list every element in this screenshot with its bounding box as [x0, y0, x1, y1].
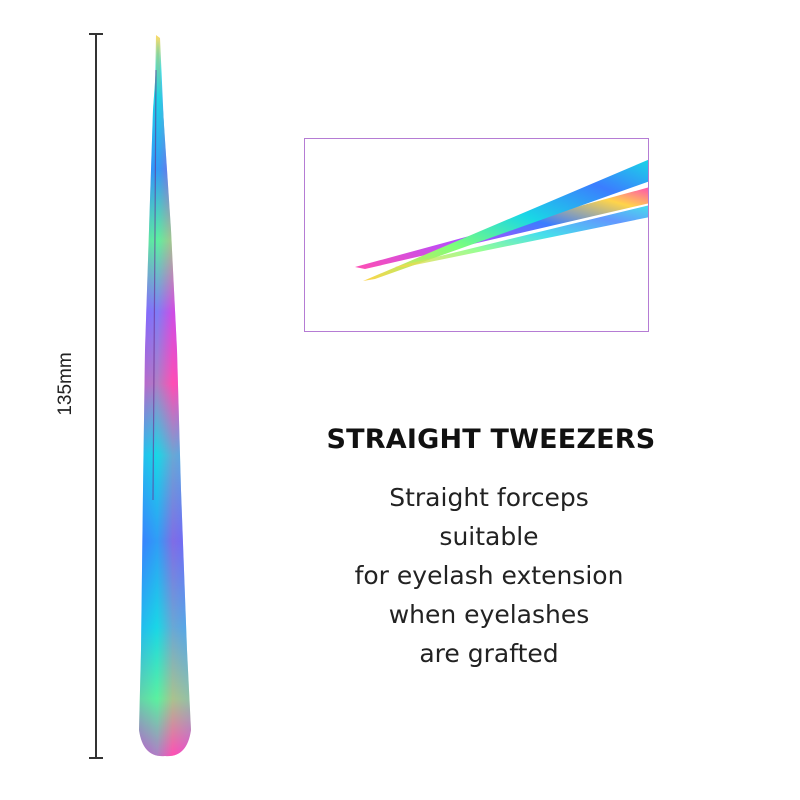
description-line: Straight forceps [389, 483, 589, 512]
tip-closeup-frame [304, 138, 649, 332]
dimension-cap-top [89, 33, 103, 35]
description-line: are grafted [419, 639, 559, 668]
dimension-label: 135mm [55, 352, 76, 416]
product-description: Straight forceps suitable for eyelash ex… [300, 478, 678, 673]
description-line: suitable [439, 522, 539, 551]
description-line: when eyelashes [388, 600, 590, 629]
tweezer-tip-closeup-icon [355, 159, 648, 281]
description-line: for eyelash extension [354, 561, 624, 590]
product-title: STRAIGHT TWEEZERS [326, 424, 656, 455]
dimension-cap-bottom [89, 757, 103, 759]
dimension-line [95, 33, 97, 758]
rainbow-tweezer-icon [139, 35, 191, 757]
